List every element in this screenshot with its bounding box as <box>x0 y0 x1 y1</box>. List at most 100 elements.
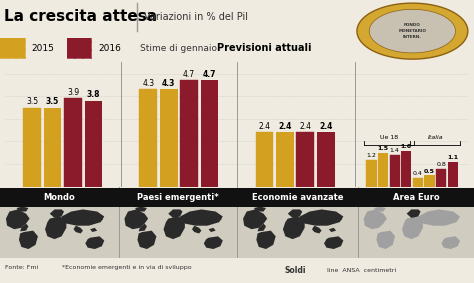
Text: Paesi emergenti*: Paesi emergenti* <box>137 192 219 201</box>
Bar <box>67 38 91 58</box>
Bar <box>255 132 273 187</box>
Bar <box>180 80 198 187</box>
Text: 1.1: 1.1 <box>447 155 458 160</box>
Bar <box>378 153 388 187</box>
Text: MONETARIO: MONETARIO <box>398 29 427 33</box>
Polygon shape <box>364 209 387 229</box>
Polygon shape <box>441 236 460 249</box>
Text: Economie avanzate: Economie avanzate <box>252 192 343 201</box>
Bar <box>276 132 294 187</box>
Polygon shape <box>135 207 147 212</box>
Polygon shape <box>288 209 302 218</box>
Bar <box>0 207 118 258</box>
Polygon shape <box>138 224 147 231</box>
Polygon shape <box>369 9 456 53</box>
Text: Variazioni in % del Pil: Variazioni in % del Pil <box>144 12 248 22</box>
Text: 0.4: 0.4 <box>413 171 423 176</box>
Bar <box>255 132 273 187</box>
Bar <box>118 188 237 207</box>
Polygon shape <box>329 228 336 232</box>
Text: 4.3: 4.3 <box>162 79 175 88</box>
Bar <box>424 175 435 187</box>
Text: 2.4: 2.4 <box>258 122 270 131</box>
Polygon shape <box>168 209 182 218</box>
Bar <box>390 155 400 187</box>
Text: Italia: Italia <box>428 135 443 140</box>
Bar <box>358 188 474 207</box>
Bar <box>0 38 25 58</box>
Bar <box>296 132 314 187</box>
Bar <box>23 108 41 187</box>
Bar <box>64 98 82 187</box>
Polygon shape <box>137 231 156 249</box>
Polygon shape <box>407 209 420 218</box>
Text: 1.6: 1.6 <box>401 144 412 149</box>
Bar <box>67 38 91 58</box>
Polygon shape <box>243 209 267 229</box>
Text: 4.7: 4.7 <box>183 70 195 79</box>
Bar <box>237 207 358 258</box>
Text: Soldi: Soldi <box>284 266 306 275</box>
Bar <box>237 188 358 207</box>
Bar <box>436 169 446 187</box>
Polygon shape <box>85 236 104 249</box>
Polygon shape <box>376 231 395 249</box>
Bar <box>139 89 157 187</box>
Polygon shape <box>257 224 266 231</box>
Polygon shape <box>100 216 103 221</box>
Bar <box>436 169 446 187</box>
Text: Area Euro: Area Euro <box>392 192 439 201</box>
Bar <box>44 108 62 187</box>
Polygon shape <box>20 224 28 231</box>
Bar <box>358 207 474 258</box>
Text: 1.4: 1.4 <box>390 149 400 153</box>
Polygon shape <box>338 216 342 221</box>
Polygon shape <box>374 207 386 212</box>
Polygon shape <box>254 207 266 212</box>
Text: Fonte: Fmi: Fonte: Fmi <box>5 265 38 270</box>
Text: 3.8: 3.8 <box>87 90 100 99</box>
Text: 0.8: 0.8 <box>436 162 446 167</box>
Text: FONDO: FONDO <box>404 23 421 27</box>
Polygon shape <box>62 209 104 226</box>
Text: 2.4: 2.4 <box>299 122 311 131</box>
Polygon shape <box>124 209 148 229</box>
Bar <box>401 151 411 187</box>
Polygon shape <box>180 209 223 226</box>
Polygon shape <box>17 207 28 212</box>
Text: 1.2: 1.2 <box>366 153 376 158</box>
Bar <box>201 80 219 187</box>
Bar <box>180 80 198 187</box>
Text: 2.4: 2.4 <box>278 122 292 131</box>
Bar <box>118 207 237 258</box>
Polygon shape <box>164 216 185 239</box>
Text: 2.4: 2.4 <box>319 122 332 131</box>
Text: 3.5: 3.5 <box>26 97 38 106</box>
Text: 4.7: 4.7 <box>203 70 216 79</box>
Polygon shape <box>357 3 468 59</box>
Text: 2015: 2015 <box>32 44 55 53</box>
Bar <box>160 89 178 187</box>
Polygon shape <box>402 216 423 239</box>
Bar <box>413 178 423 187</box>
Bar <box>317 132 335 187</box>
Polygon shape <box>19 231 38 249</box>
Polygon shape <box>45 216 66 239</box>
Polygon shape <box>204 236 223 249</box>
Text: Mondo: Mondo <box>44 192 75 201</box>
Text: 0.5: 0.5 <box>424 169 435 174</box>
Text: 1.5: 1.5 <box>377 146 389 151</box>
Bar <box>447 162 458 187</box>
Bar <box>0 188 118 207</box>
Polygon shape <box>209 228 216 232</box>
Text: line  ANSA  centimetri: line ANSA centimetri <box>327 268 396 273</box>
Polygon shape <box>300 209 343 226</box>
Text: Ue 18: Ue 18 <box>380 135 398 140</box>
Text: Stime di gennaio: Stime di gennaio <box>140 44 217 53</box>
Bar <box>366 160 376 187</box>
Polygon shape <box>312 226 321 233</box>
Bar <box>296 132 314 187</box>
Text: 2016: 2016 <box>98 44 121 53</box>
Bar <box>139 89 157 187</box>
Polygon shape <box>6 209 29 229</box>
